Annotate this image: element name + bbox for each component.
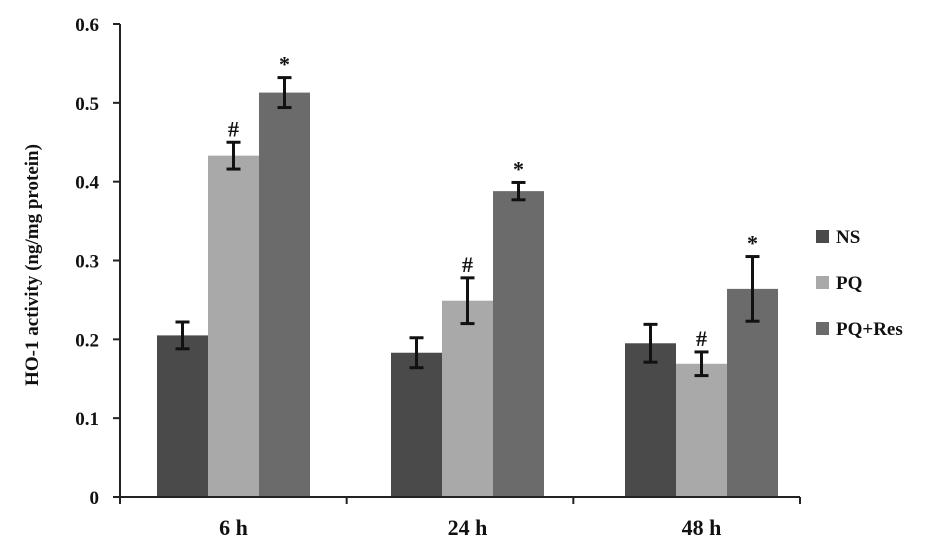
significance-marker: # bbox=[228, 116, 239, 141]
significance-marker: * bbox=[513, 156, 524, 181]
y-tick-label: 0 bbox=[90, 488, 100, 509]
y-axis: 0 0.1 0.2 0.3 0.4 0.5 0.6 bbox=[75, 15, 121, 509]
y-tick-label: 0.4 bbox=[75, 173, 99, 194]
significance-marker: * bbox=[747, 231, 758, 256]
bar bbox=[157, 335, 208, 497]
y-tick-label: 0.3 bbox=[75, 252, 99, 273]
y-tick-label: 0.5 bbox=[75, 94, 99, 115]
y-tick-label: 0.1 bbox=[75, 409, 99, 430]
legend-swatch bbox=[816, 276, 829, 289]
legend-label: PQ bbox=[836, 273, 862, 294]
y-tick-label: 0.2 bbox=[75, 330, 99, 351]
legend: NS PQ PQ+Res bbox=[816, 227, 903, 340]
significance-marker: # bbox=[696, 326, 707, 351]
y-tick-label: 0.6 bbox=[75, 15, 99, 36]
bar bbox=[391, 352, 442, 497]
legend-swatch bbox=[816, 322, 829, 335]
bar bbox=[259, 92, 310, 498]
legend-swatch bbox=[816, 230, 829, 243]
x-category-label: 24 h bbox=[448, 515, 488, 540]
x-category-label: 48 h bbox=[682, 515, 722, 540]
significance-marker: * bbox=[279, 52, 290, 77]
plot-area: # * # * # * bbox=[157, 52, 778, 498]
y-axis-title: HO-1 activity (ng/mg protein) bbox=[22, 144, 43, 386]
x-category-label: 6 h bbox=[219, 515, 248, 540]
bar bbox=[625, 343, 676, 497]
legend-label: NS bbox=[836, 227, 860, 248]
bar bbox=[208, 155, 259, 497]
significance-marker: # bbox=[462, 252, 473, 277]
bar bbox=[676, 363, 727, 497]
legend-label: PQ+Res bbox=[836, 319, 903, 340]
bar bbox=[493, 191, 544, 498]
bar bbox=[727, 288, 778, 497]
bar bbox=[442, 300, 493, 497]
x-axis: 6 h 24 h 48 h bbox=[119, 496, 801, 540]
